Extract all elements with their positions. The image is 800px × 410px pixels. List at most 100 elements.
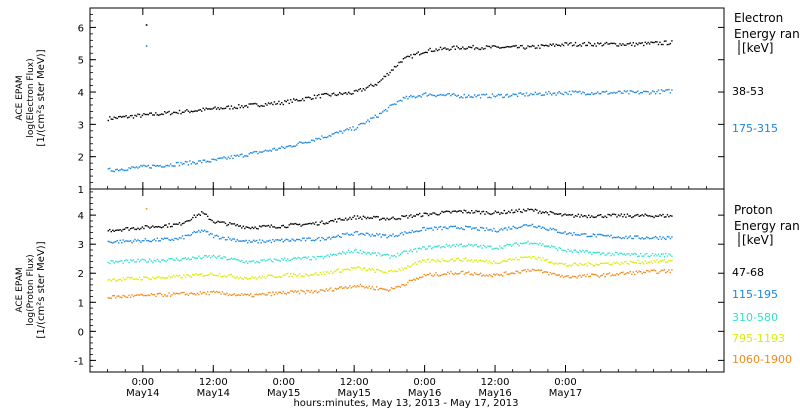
- data-point: [278, 259, 280, 262]
- data-point: [534, 257, 537, 260]
- y-axis-label-line: [1/(cm²s ster MeV)]: [36, 241, 47, 338]
- data-point: [663, 216, 666, 218]
- data-point: [625, 273, 627, 275]
- data-point: [450, 95, 452, 97]
- legend-title-line: Energy ran: [734, 219, 800, 233]
- data-point: [580, 92, 583, 95]
- data-point: [107, 240, 109, 243]
- data-point: [503, 96, 505, 98]
- data-point: [625, 254, 627, 256]
- data-point: [189, 275, 191, 277]
- data-point: [264, 103, 267, 105]
- data-point: [601, 274, 603, 276]
- data-point: [242, 106, 244, 109]
- data-point: [577, 234, 580, 236]
- data-point: [137, 258, 139, 261]
- data-point: [371, 286, 373, 288]
- data-point: [516, 210, 519, 213]
- data-point: [129, 296, 132, 298]
- data-point: [187, 164, 190, 166]
- data-point: [112, 260, 114, 262]
- data-point: [442, 273, 445, 276]
- data-point: [239, 276, 241, 278]
- data-point: [613, 274, 615, 277]
- data-point: [422, 227, 424, 229]
- data-point: [436, 259, 439, 261]
- data-point: [180, 259, 182, 261]
- data-point: [430, 213, 433, 215]
- data-point: [539, 210, 541, 213]
- data-point: [202, 159, 204, 161]
- data-point: [531, 44, 534, 47]
- data-point: [628, 253, 630, 255]
- data-point: [371, 84, 373, 87]
- data-point: [502, 247, 504, 250]
- data-point: [287, 291, 289, 294]
- data-point: [199, 291, 201, 293]
- data-point: [564, 42, 566, 44]
- data-point: [112, 242, 114, 244]
- data-point: [478, 210, 480, 213]
- data-point: [371, 252, 373, 254]
- data-point: [445, 48, 448, 50]
- data-point: [184, 221, 187, 223]
- data-point: [549, 43, 551, 45]
- data-point: [444, 211, 446, 213]
- data-point: [267, 150, 270, 152]
- data-point: [263, 241, 265, 243]
- data-point: [334, 94, 336, 96]
- data-point: [585, 44, 587, 47]
- data-point: [325, 255, 327, 257]
- data-point: [393, 103, 396, 105]
- data-point: [450, 258, 452, 261]
- data-point: [401, 100, 403, 102]
- data-point: [159, 261, 161, 263]
- data-point: [276, 149, 279, 151]
- data-point: [168, 258, 170, 260]
- data-point: [653, 41, 655, 44]
- data-point: [143, 276, 145, 278]
- data-point: [121, 116, 123, 118]
- data-point: [506, 93, 508, 96]
- data-point: [287, 99, 289, 101]
- data-point: [241, 227, 243, 229]
- data-point: [546, 93, 548, 95]
- data-point: [607, 213, 609, 216]
- data-point: [637, 259, 639, 262]
- data-point: [473, 48, 476, 50]
- data-point: [479, 244, 482, 247]
- data-point: [156, 276, 158, 278]
- data-point: [272, 291, 274, 293]
- data-point: [177, 223, 179, 225]
- data-point: [468, 271, 470, 273]
- data-point: [358, 124, 360, 126]
- data-point: [453, 273, 455, 276]
- data-point: [643, 90, 645, 93]
- data-point: [195, 163, 197, 165]
- data-point: [436, 214, 439, 216]
- data-point: [128, 229, 130, 231]
- data-point: [138, 113, 141, 116]
- data-point: [169, 226, 172, 228]
- data-point: [134, 261, 136, 263]
- data-point: [515, 209, 517, 211]
- data-point: [297, 224, 299, 226]
- data-point: [637, 43, 639, 46]
- data-point: [181, 163, 184, 165]
- data-point: [536, 209, 538, 211]
- data-point: [175, 257, 178, 260]
- data-point: [413, 215, 415, 217]
- data-point: [175, 238, 178, 240]
- data-point: [533, 210, 535, 212]
- data-point: [109, 278, 111, 281]
- data-point: [656, 255, 658, 257]
- data-point: [542, 44, 544, 46]
- data-point: [137, 227, 139, 229]
- data-point: [509, 272, 511, 275]
- data-point: [632, 91, 634, 93]
- data-point: [537, 225, 540, 227]
- data-point: [519, 211, 522, 213]
- data-point: [528, 224, 531, 227]
- data-point: [420, 96, 422, 98]
- data-point: [528, 243, 531, 245]
